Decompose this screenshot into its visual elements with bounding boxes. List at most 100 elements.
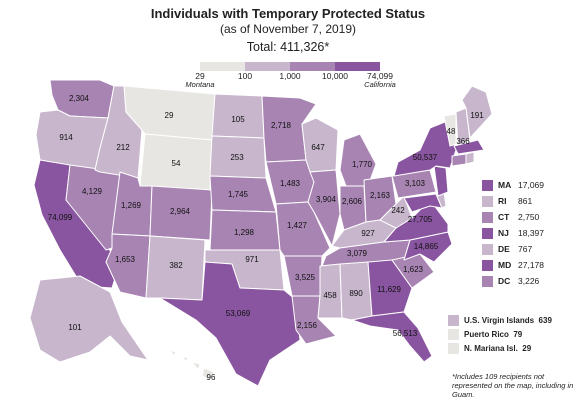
territory-value: 29 (522, 344, 532, 353)
state-wv (379, 195, 413, 229)
legend-row-ct: CT 2,750 (482, 210, 574, 224)
label-ar: 3,525 (295, 273, 316, 282)
label-sc: 1,623 (403, 265, 424, 274)
territory-value: 79 (513, 330, 523, 339)
footnote: *Includes 109 recipients not represented… (452, 372, 574, 399)
label-hi: 96 (207, 373, 216, 382)
label-co: 2,964 (170, 207, 191, 216)
legend-value: 27,178 (518, 260, 544, 270)
state-ma (453, 139, 485, 155)
label-ak: 101 (68, 323, 82, 332)
legend-row-nj: NJ 18,397 (482, 226, 574, 240)
territory-row: Puerto Rico 79 (448, 328, 574, 341)
legend-code: DC (498, 276, 511, 286)
legend-row-de: DE 767 (482, 242, 574, 256)
legend-row-ri: RI 861 (482, 194, 574, 208)
label-wy: 54 (172, 159, 181, 168)
map-subtitle: (as of November 7, 2019) (219, 22, 357, 36)
label-nd: 105 (231, 115, 245, 124)
label-ga: 11,629 (377, 285, 401, 294)
legend-swatch (482, 227, 493, 239)
label-al: 890 (349, 289, 363, 298)
label-nc: 14,865 (414, 242, 439, 251)
scale-segment-1 (200, 62, 245, 71)
label-ca: 74,099 (48, 213, 73, 222)
label-ny: 50,537 (413, 153, 438, 162)
scale-segment-3 (290, 62, 335, 71)
label-nv: 4,129 (82, 187, 103, 196)
state-il (307, 169, 341, 247)
state-vt (443, 113, 457, 147)
state-ms (317, 263, 343, 319)
legend-value: 3,226 (518, 276, 540, 286)
legend-value: 2,750 (518, 212, 540, 222)
label-az: 1,653 (115, 255, 136, 264)
legend-row-md: MD 27,178 (482, 258, 574, 272)
label-tx: 53,069 (226, 309, 251, 318)
legend-value: 767 (518, 244, 533, 254)
legend-swatch (482, 275, 493, 287)
legend-swatch (448, 329, 459, 340)
label-sd: 253 (230, 153, 244, 162)
total-count: Total: 411,326* (246, 40, 330, 54)
label-mt: 29 (165, 111, 174, 120)
state-me (461, 85, 493, 139)
territory-label: U.S. Virgin Islands (464, 316, 535, 325)
small-states-legend: MA 17,069 RI 861 CT 2,750 NJ 18,397 DE 7… (482, 178, 574, 290)
label-ky: 927 (361, 229, 375, 238)
label-mo: 1,427 (287, 221, 308, 230)
scale-segment-2 (245, 62, 290, 71)
label-nm: 382 (169, 261, 183, 270)
label-oh: 2,163 (370, 191, 391, 200)
label-or: 914 (59, 133, 73, 142)
label-tn: 3,079 (347, 249, 368, 258)
legend-swatch (482, 259, 493, 271)
legend-code: MA (498, 180, 512, 190)
legend-swatch (482, 243, 493, 255)
state-fl (351, 311, 433, 363)
legend-code: NJ (498, 228, 509, 238)
map-title: Individuals with Temporary Protected Sta… (150, 6, 426, 21)
label-vt: 48 (447, 127, 456, 136)
label-wa: 2,304 (69, 94, 90, 103)
label-ks: 1,298 (234, 228, 255, 237)
label-mn: 2,718 (271, 121, 292, 130)
territory-label: N. Mariana Isl. (464, 344, 518, 353)
territory-label: Puerto Rico (464, 330, 509, 339)
label-id: 212 (116, 143, 130, 152)
scale-tick: 1,000 (279, 71, 301, 81)
label-ms: 458 (323, 291, 337, 300)
label-in: 2,606 (342, 197, 363, 206)
label-wv: 242 (391, 206, 405, 215)
label-ok: 971 (245, 255, 259, 264)
state-ak (29, 275, 149, 363)
legend-code: MD (498, 260, 512, 270)
legend-code: CT (498, 212, 510, 222)
territory-row: N. Mariana Isl. 29 (448, 342, 574, 355)
scale-tick: 100 (237, 71, 253, 81)
state-va (383, 199, 449, 243)
label-mi: 1,770 (352, 160, 373, 169)
legend-swatch (482, 211, 493, 223)
state-ri (465, 151, 475, 165)
label-fl: 56,513 (393, 329, 418, 338)
label-me: 191 (470, 111, 484, 120)
scale-tick: 29 (195, 71, 205, 81)
scale-tick: 74,099 (367, 71, 393, 81)
legend-swatch (482, 179, 493, 191)
legend-swatch (448, 315, 459, 326)
label-ne: 1,745 (228, 190, 249, 199)
legend-row-dc: DC 3,226 (482, 274, 574, 288)
legend-row-ma: MA 17,069 (482, 178, 574, 192)
label-ia: 1,483 (280, 179, 301, 188)
state-ct (451, 153, 467, 167)
legend-value: 17,069 (518, 180, 544, 190)
legend-value: 18,397 (518, 228, 544, 238)
legend-code: RI (498, 196, 507, 206)
legend-swatch (482, 195, 493, 207)
state-az (105, 233, 151, 299)
state-nh (455, 107, 471, 147)
state-md (403, 193, 443, 213)
map-value-labels: 2,304 914 74,099 4,129 212 29 54 1,269 1… (48, 94, 484, 382)
